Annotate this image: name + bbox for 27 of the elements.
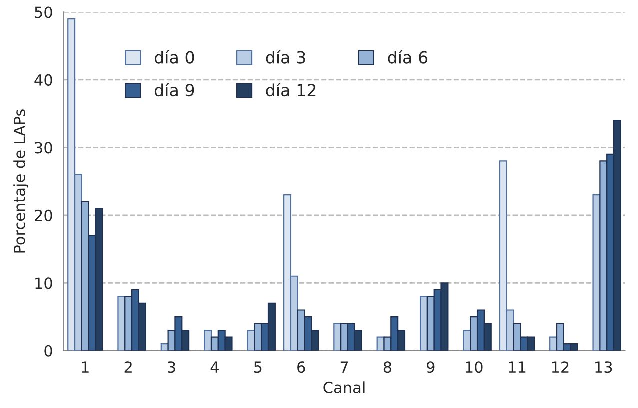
y-axis-title: Porcentaje de LAPs xyxy=(14,110,28,253)
x-tick-label: 7 xyxy=(340,362,348,373)
legend-label: día 0 xyxy=(154,50,194,64)
legend-label: día 9 xyxy=(154,83,194,97)
y-tick-label: 0 xyxy=(44,345,52,357)
y-tick-label: 10 xyxy=(36,278,52,290)
bar xyxy=(204,330,212,351)
x-tick-label: 11 xyxy=(509,362,526,373)
x-tick-label: 9 xyxy=(426,362,435,374)
legend-label: día 6 xyxy=(388,50,428,64)
x-tick-label: 10 xyxy=(466,362,483,374)
x-tick-label: 2 xyxy=(124,362,132,373)
y-tick-label: 20 xyxy=(35,210,52,222)
x-tick-label: 6 xyxy=(298,362,306,374)
x-axis-title: Canal xyxy=(324,382,365,394)
legend-label: día 12 xyxy=(266,83,316,97)
x-tick-label: 13 xyxy=(596,362,612,374)
y-tick-label: 30 xyxy=(35,142,52,154)
y-tick-label: 40 xyxy=(34,74,52,86)
x-tick-label: 8 xyxy=(384,362,392,374)
x-tick-label: 1 xyxy=(82,362,89,373)
y-tick-label: 50 xyxy=(35,6,52,18)
x-tick-label: 5 xyxy=(254,362,262,374)
x-tick-label: 4 xyxy=(210,362,219,373)
x-tick-label: 3 xyxy=(168,362,176,374)
x-tick-label: 12 xyxy=(552,362,569,373)
legend-label: día 3 xyxy=(266,50,306,64)
